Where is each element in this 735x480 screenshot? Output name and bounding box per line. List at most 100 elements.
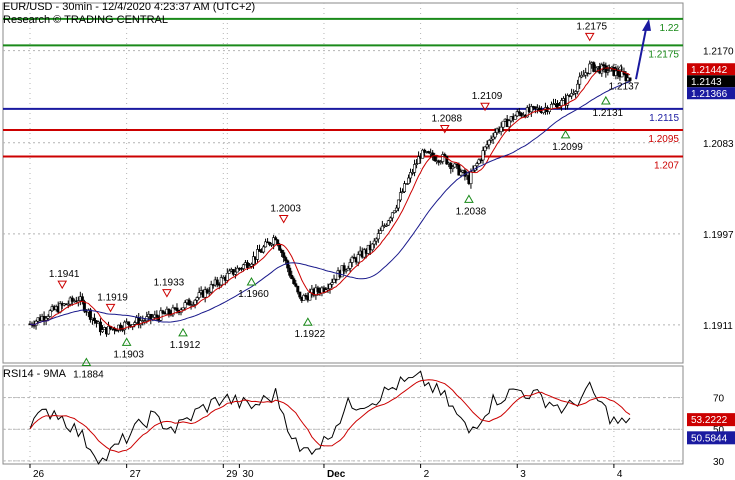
candle-body-235 — [501, 120, 505, 128]
candle-body-206 — [443, 154, 447, 157]
candle-body-106 — [241, 264, 245, 269]
rsi-ma-line — [29, 379, 631, 453]
candle-body-156 — [342, 265, 346, 272]
candle-body-180 — [390, 212, 394, 219]
candle-body-204 — [439, 161, 443, 163]
candle-body-111 — [251, 256, 255, 265]
candle-body-287 — [606, 70, 610, 73]
candle-body-222 — [475, 163, 479, 167]
candle-body-126 — [282, 252, 286, 258]
candle-body-228 — [487, 140, 491, 146]
candle-body-193 — [417, 156, 421, 164]
candle-body-93 — [215, 279, 219, 285]
candle-body-271 — [574, 91, 578, 94]
candle-body-205 — [441, 154, 445, 162]
candle-body-243 — [517, 111, 521, 114]
x-tick-label-6: 3 — [520, 469, 526, 480]
candle-body-77 — [183, 302, 187, 309]
candle-body-210 — [451, 166, 455, 169]
candle-body-175 — [380, 225, 384, 231]
x-tick-label-2: 29 — [226, 469, 238, 480]
candle-body-36 — [100, 329, 104, 333]
support-marker-10 — [464, 194, 474, 203]
price-badge-label-2: 1.21366 — [691, 89, 728, 100]
candle-body-288 — [608, 67, 612, 72]
candle-body-95 — [219, 277, 223, 286]
candle-body-27 — [82, 301, 86, 312]
candle-body-151 — [332, 278, 336, 283]
price-tick-label-0: 1.1911 — [703, 321, 733, 332]
candle-body-226 — [483, 146, 487, 151]
candle-body-184 — [398, 192, 402, 201]
price-badge-bg-2 — [687, 87, 735, 100]
candle-body-134 — [298, 291, 302, 298]
annotation-label-5: 1.1912 — [170, 340, 201, 351]
annotation-label-12: 1.2099 — [552, 142, 583, 153]
resistance-marker-0 — [57, 280, 68, 290]
candle-body-238 — [507, 120, 511, 128]
candle-body-136 — [302, 295, 306, 301]
annotation-label-0: 1.1941 — [49, 269, 80, 280]
annotation-label-10: 1.2038 — [456, 206, 487, 217]
candle-body-231 — [493, 132, 497, 138]
candle-body-230 — [491, 136, 495, 140]
level-label-3: 1.2095 — [648, 134, 679, 145]
annotation-label-16: 1.2154 — [593, 64, 624, 75]
candle-body-244 — [519, 113, 523, 117]
candle-body-161 — [352, 256, 356, 259]
candle-body-105 — [239, 268, 243, 270]
annotation-label-14: 1.2131 — [593, 108, 624, 119]
candle-body-186 — [402, 183, 406, 193]
target-arrow-head — [642, 18, 651, 31]
level-label-2: 1.2115 — [649, 113, 679, 124]
candle-body-114 — [258, 249, 262, 252]
level-label-0: 1.22 — [660, 23, 680, 34]
candle-body-181 — [392, 210, 396, 214]
rsi-tick-label-2: 70 — [713, 394, 725, 405]
rsi-badge-label-1: 50.5844 — [691, 433, 728, 444]
candle-body-30 — [88, 309, 92, 320]
support-marker-1 — [81, 357, 92, 366]
candle-body-183 — [396, 199, 400, 209]
price-badge-bg-0 — [687, 63, 735, 76]
candle-body-99 — [227, 270, 231, 274]
candle-body-213 — [457, 164, 461, 176]
candle-body-214 — [459, 171, 463, 176]
candle-body-19 — [66, 303, 70, 306]
candle-body-149 — [328, 284, 332, 289]
candle-body-84 — [197, 292, 201, 298]
candle-body-66 — [161, 310, 165, 314]
candle-body-21 — [70, 297, 74, 302]
resistance-marker-2 — [105, 303, 116, 313]
candle-body-159 — [348, 262, 352, 269]
candle-body-182 — [394, 207, 398, 212]
annotation-label-2: 1.1919 — [97, 292, 128, 303]
resistance-marker-11 — [480, 102, 490, 112]
candle-body-39 — [107, 325, 111, 335]
annotation-label-1: 1.1884 — [73, 369, 104, 380]
resistance-marker-13 — [584, 32, 595, 42]
candle-body-137 — [304, 295, 308, 297]
candle-body-35 — [98, 321, 102, 333]
candle-body-191 — [413, 164, 417, 173]
candle-body-234 — [499, 126, 503, 132]
candle-body-108 — [245, 262, 249, 268]
x-tick-label-0: 26 — [33, 469, 45, 480]
candle-body-125 — [280, 249, 284, 253]
x-tick-label-5: 2 — [424, 469, 430, 480]
candle-body-124 — [278, 244, 282, 251]
annotation-label-15: 1.2137 — [609, 82, 640, 93]
annotation-label-4: 1.1933 — [154, 278, 185, 289]
candle-body-198 — [427, 151, 431, 154]
candle-body-82 — [193, 299, 197, 305]
grid-layer — [3, 3, 683, 464]
price-tick-label-1: 1.1997 — [703, 230, 734, 241]
ma-fast-line — [29, 67, 631, 330]
candle-body-102 — [233, 271, 237, 275]
annotation-label-8: 1.1922 — [295, 329, 326, 340]
candle-body-60 — [149, 314, 153, 320]
price-tick-label-3: 1.2170 — [703, 47, 734, 58]
candle-body-130 — [290, 275, 294, 279]
candle-body-133 — [296, 285, 300, 293]
